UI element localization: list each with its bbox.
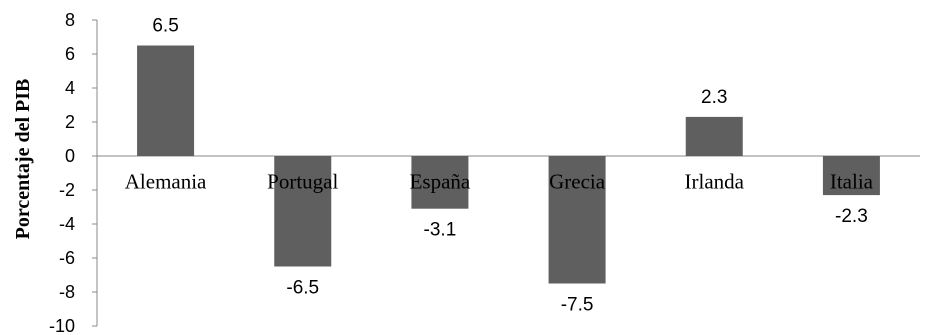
y-tick-label: -4 [59,214,75,234]
y-tick-label: -6 [59,248,75,268]
y-tick-label: 2 [65,112,75,132]
data-label: 2.3 [701,87,727,108]
y-tick-label: -8 [59,282,75,302]
category-label: Italia [830,170,874,194]
data-label: -6.5 [286,278,319,299]
y-tick-label: 8 [65,10,75,30]
y-ticks: 8 6 4 2 0 -2 -4 -6 -8 -10 [49,10,97,335]
bar-italia [822,156,880,196]
bar-espana [411,156,469,209]
category-label: Grecia [549,170,606,194]
data-label: -3.1 [424,220,457,241]
bar-portugal [274,156,332,267]
y-tick-label: -2 [59,180,75,200]
bar-irlanda [685,116,743,156]
data-label: -2.3 [835,206,868,227]
bar-grecia [548,156,606,284]
category-labels: Alemania Portugal España Grecia Irlanda Itali… [125,170,874,194]
category-label: Irlanda [685,170,745,194]
y-axis-label: Porcentaje del PIB [12,79,34,240]
category-label: Portugal [267,170,338,194]
y-tick-label: 4 [65,78,75,98]
bar-alemania [137,45,195,156]
y-tick-label: 6 [65,44,75,64]
y-tick-label: 0 [65,146,75,166]
data-label: -7.5 [561,295,594,316]
data-labels: 6.5 -6.5 -3.1 -7.5 2.3 -2.3 [152,16,867,316]
y-tick-label: -10 [49,316,75,335]
bars [137,45,880,284]
data-label: 6.5 [152,16,178,37]
category-label: Alemania [125,170,207,194]
category-label: España [410,170,471,194]
